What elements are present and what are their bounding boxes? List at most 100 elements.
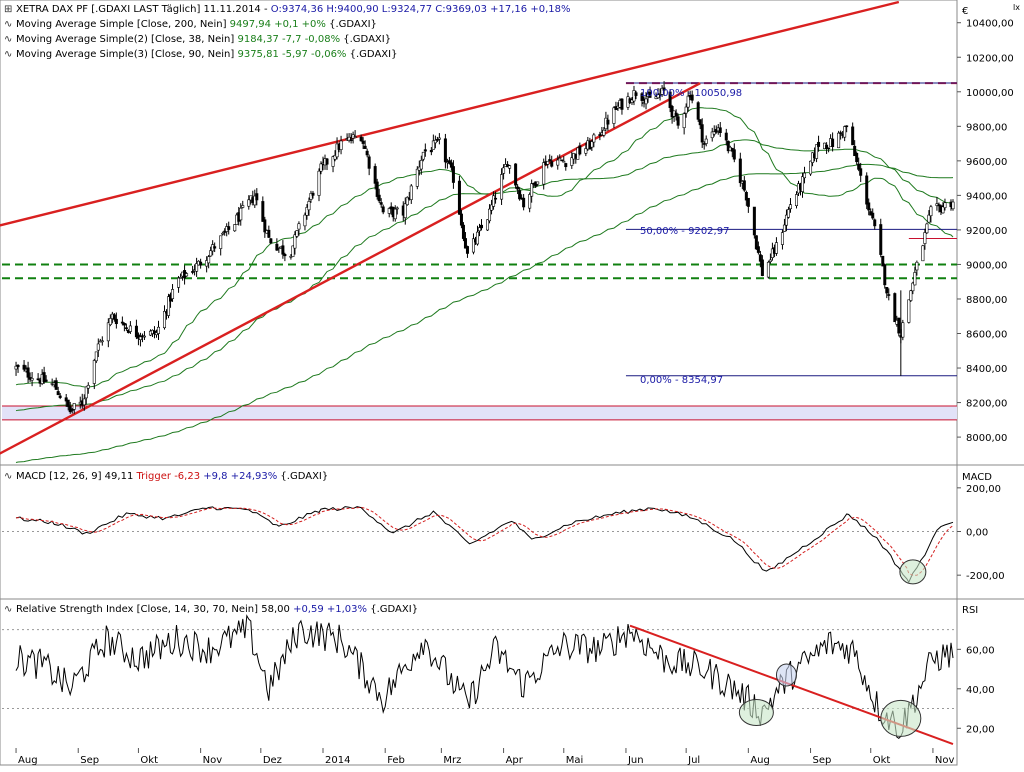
candle-up	[142, 335, 146, 338]
candle-down	[758, 254, 762, 262]
candle-up	[490, 204, 494, 211]
candle-up	[86, 385, 90, 389]
candle-up	[291, 245, 295, 257]
macd-axis-title: MACD	[962, 472, 992, 483]
candle-down	[620, 98, 624, 110]
candle-up	[431, 140, 435, 150]
candle-down	[325, 158, 329, 165]
candle-down	[122, 323, 126, 326]
x-tick-label: Aug	[18, 755, 38, 766]
candle-down	[42, 372, 46, 383]
candle-up	[542, 162, 546, 185]
macd-label: MACD [12, 26, 9]	[16, 471, 102, 482]
candle-up	[14, 365, 18, 370]
line-indicator-icon[interactable]: ∿	[4, 471, 13, 482]
candle-down	[16, 364, 20, 368]
macd-tick-label: -200,00	[966, 571, 1005, 582]
candle-down	[267, 229, 271, 238]
line-indicator-icon[interactable]: ∿	[4, 604, 13, 615]
candle-down	[361, 140, 365, 144]
ma200-header-row: ∿ Moving Average Simple [Close, 200, Nein…	[4, 19, 377, 31]
candle-up	[488, 208, 492, 222]
candle-up	[317, 170, 321, 196]
candle-up	[682, 113, 686, 129]
candle-up	[584, 148, 588, 154]
candle-up	[766, 261, 770, 278]
rsi-highlight-circle-large	[880, 699, 922, 737]
currency-label: €	[962, 6, 969, 17]
candle-down	[443, 138, 447, 163]
candle-down	[263, 219, 267, 233]
price-tick-label: 9000,00	[966, 260, 1007, 271]
candle-down	[375, 181, 379, 197]
candle-up	[475, 231, 479, 245]
candle-up	[782, 224, 786, 232]
ma38-header-row: ∿ Moving Average Simple(2) [Close, 38, Ne…	[4, 34, 391, 46]
candle-down	[859, 168, 863, 176]
candle-up	[353, 136, 357, 138]
candle-down	[865, 175, 869, 205]
candle-up	[305, 207, 309, 216]
candle-up	[815, 144, 819, 159]
candle-down	[668, 91, 672, 108]
candle-up	[295, 230, 299, 237]
corner-icon[interactable]: lx	[1013, 3, 1020, 12]
candle-down	[648, 91, 652, 98]
candle-up	[686, 95, 690, 108]
candle-up	[96, 343, 100, 351]
candle-up	[309, 193, 313, 200]
candle-up	[239, 207, 243, 221]
candle-down	[461, 224, 465, 239]
candle-up	[179, 277, 183, 279]
candle-down	[26, 367, 30, 378]
candle-down	[718, 127, 722, 134]
line-indicator-icon[interactable]: ∿	[4, 49, 13, 60]
ma38-value: 9184,37 -7,7 -0,08%	[237, 34, 341, 45]
candle-up	[704, 138, 708, 144]
candle-down	[883, 264, 887, 286]
line-indicator-icon[interactable]: ∿	[4, 34, 13, 45]
candle-up	[331, 156, 335, 167]
x-tick-label: Feb	[387, 755, 405, 766]
candle-down	[379, 202, 383, 205]
x-tick-label: Nov	[203, 755, 223, 766]
macd-trigger-value: -6,23	[174, 471, 201, 482]
candle-down	[871, 212, 875, 219]
candle-up	[901, 322, 905, 338]
candle-up	[209, 250, 213, 257]
candle-up	[941, 206, 945, 214]
candle-up	[128, 325, 132, 332]
candle-up	[233, 224, 237, 232]
candle-up	[786, 209, 790, 218]
candle-down	[191, 271, 195, 273]
chart-type-icon[interactable]: ⊞	[4, 4, 13, 15]
candle-up	[684, 106, 688, 114]
candle-up	[195, 263, 199, 272]
candle-down	[36, 378, 40, 381]
candle-down	[732, 149, 736, 160]
macd-tick-label: 0,00	[966, 528, 988, 539]
candle-down	[760, 259, 764, 276]
candle-down	[606, 119, 610, 125]
candle-down	[124, 327, 128, 329]
candle-up	[592, 134, 596, 143]
rsi-label: Relative Strength Index [Close, 14, 30, …	[16, 604, 259, 615]
candle-up	[803, 172, 807, 179]
line-indicator-icon[interactable]: ∿	[4, 19, 13, 30]
candle-up	[156, 326, 160, 334]
candle-up	[710, 131, 714, 139]
candle-down	[881, 255, 885, 267]
rsi-highlight-circle-blue	[775, 663, 797, 687]
candle-down	[365, 150, 369, 156]
candle-up	[612, 107, 616, 124]
candle-down	[373, 166, 377, 184]
candle-down	[281, 245, 285, 255]
macd-line	[15, 506, 954, 584]
ma38-symbol: {.GDAXI}	[343, 34, 392, 45]
candle-up	[163, 311, 167, 329]
candle-up	[530, 183, 534, 197]
candle-up	[927, 214, 931, 223]
x-tick-label: Mai	[566, 755, 584, 766]
support-band	[2, 406, 957, 420]
candle-up	[403, 203, 407, 219]
